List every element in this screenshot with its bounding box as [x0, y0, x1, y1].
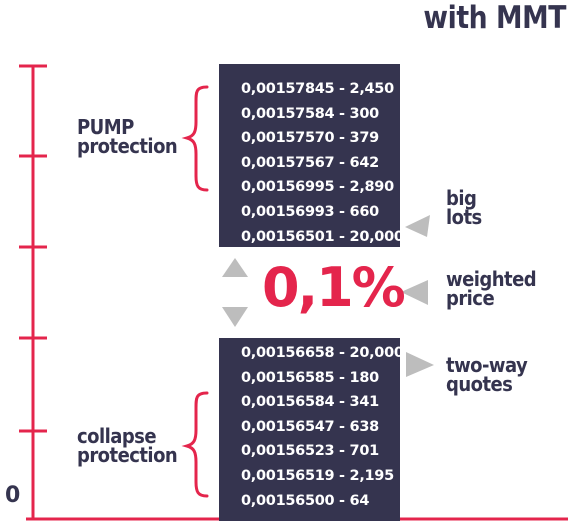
- ask-row: 0,00157567 - 642: [241, 154, 379, 171]
- bid-row: 0,00156585 - 180: [241, 369, 379, 386]
- two-way-quotes-line: quotes: [446, 372, 513, 396]
- pump-protection-line: PUMP: [77, 115, 134, 139]
- ask-row: 0,00157570 - 379: [241, 130, 379, 147]
- big-lots-line: lots: [446, 205, 482, 229]
- two-way-quotes-line: two-way: [446, 353, 528, 377]
- collapse-protection-line: collapse: [77, 424, 157, 448]
- big-lots-label: big lots: [446, 186, 482, 229]
- bid-row: 0,00156584 - 341: [241, 394, 379, 411]
- ask-row: 0,00157584 - 300: [241, 105, 379, 122]
- pump-brace: [181, 85, 209, 192]
- header-title: with MMT: [423, 0, 566, 36]
- arrow-down-icon: [222, 307, 248, 327]
- weighted-price-arrow-icon: [401, 280, 428, 305]
- bid-row: 0,00156519 - 2,195: [241, 467, 394, 484]
- weighted-price-line: price: [446, 286, 495, 310]
- axis-zero-label: 0: [5, 483, 21, 508]
- big-lots-arrow-icon: [405, 215, 430, 237]
- bid-row: 0,00156523 - 701: [241, 443, 379, 460]
- arrow-up-icon: [222, 258, 248, 277]
- ask-row: 0,00157845 - 2,450: [241, 81, 394, 97]
- bid-row: 0,00156500 - 64: [241, 492, 370, 509]
- ask-book: 0,00157845 - 2,450 0,00157584 - 300 0,00…: [219, 64, 404, 247]
- collapse-protection-label: collapse protection: [77, 424, 178, 467]
- bid-row: 0,00156547 - 638: [241, 418, 379, 435]
- ask-row: 0,00156501 - 20,000: [241, 228, 404, 245]
- weighted-price-line: weighted: [446, 267, 537, 291]
- ask-row: 0,00156995 - 2,890: [241, 179, 394, 196]
- ask-row: 0,00156993 - 660: [241, 203, 379, 220]
- weighted-price-label: weighted price: [446, 267, 537, 310]
- collapse-protection-line: protection: [77, 443, 178, 467]
- bid-row: 0,00156658 - 20,000: [241, 345, 404, 361]
- bid-book: 0,00156658 - 20,000 0,00156585 - 180 0,0…: [219, 338, 404, 521]
- spread-percentage: 0,1%: [262, 256, 406, 319]
- pump-protection-label: PUMP protection: [77, 115, 178, 158]
- big-lots-line: big: [446, 186, 477, 210]
- pump-protection-line: protection: [77, 134, 178, 158]
- collapse-brace: [181, 391, 209, 498]
- two-way-quotes-label: two-way quotes: [446, 353, 528, 396]
- two-way-quotes-arrow-icon: [406, 352, 434, 377]
